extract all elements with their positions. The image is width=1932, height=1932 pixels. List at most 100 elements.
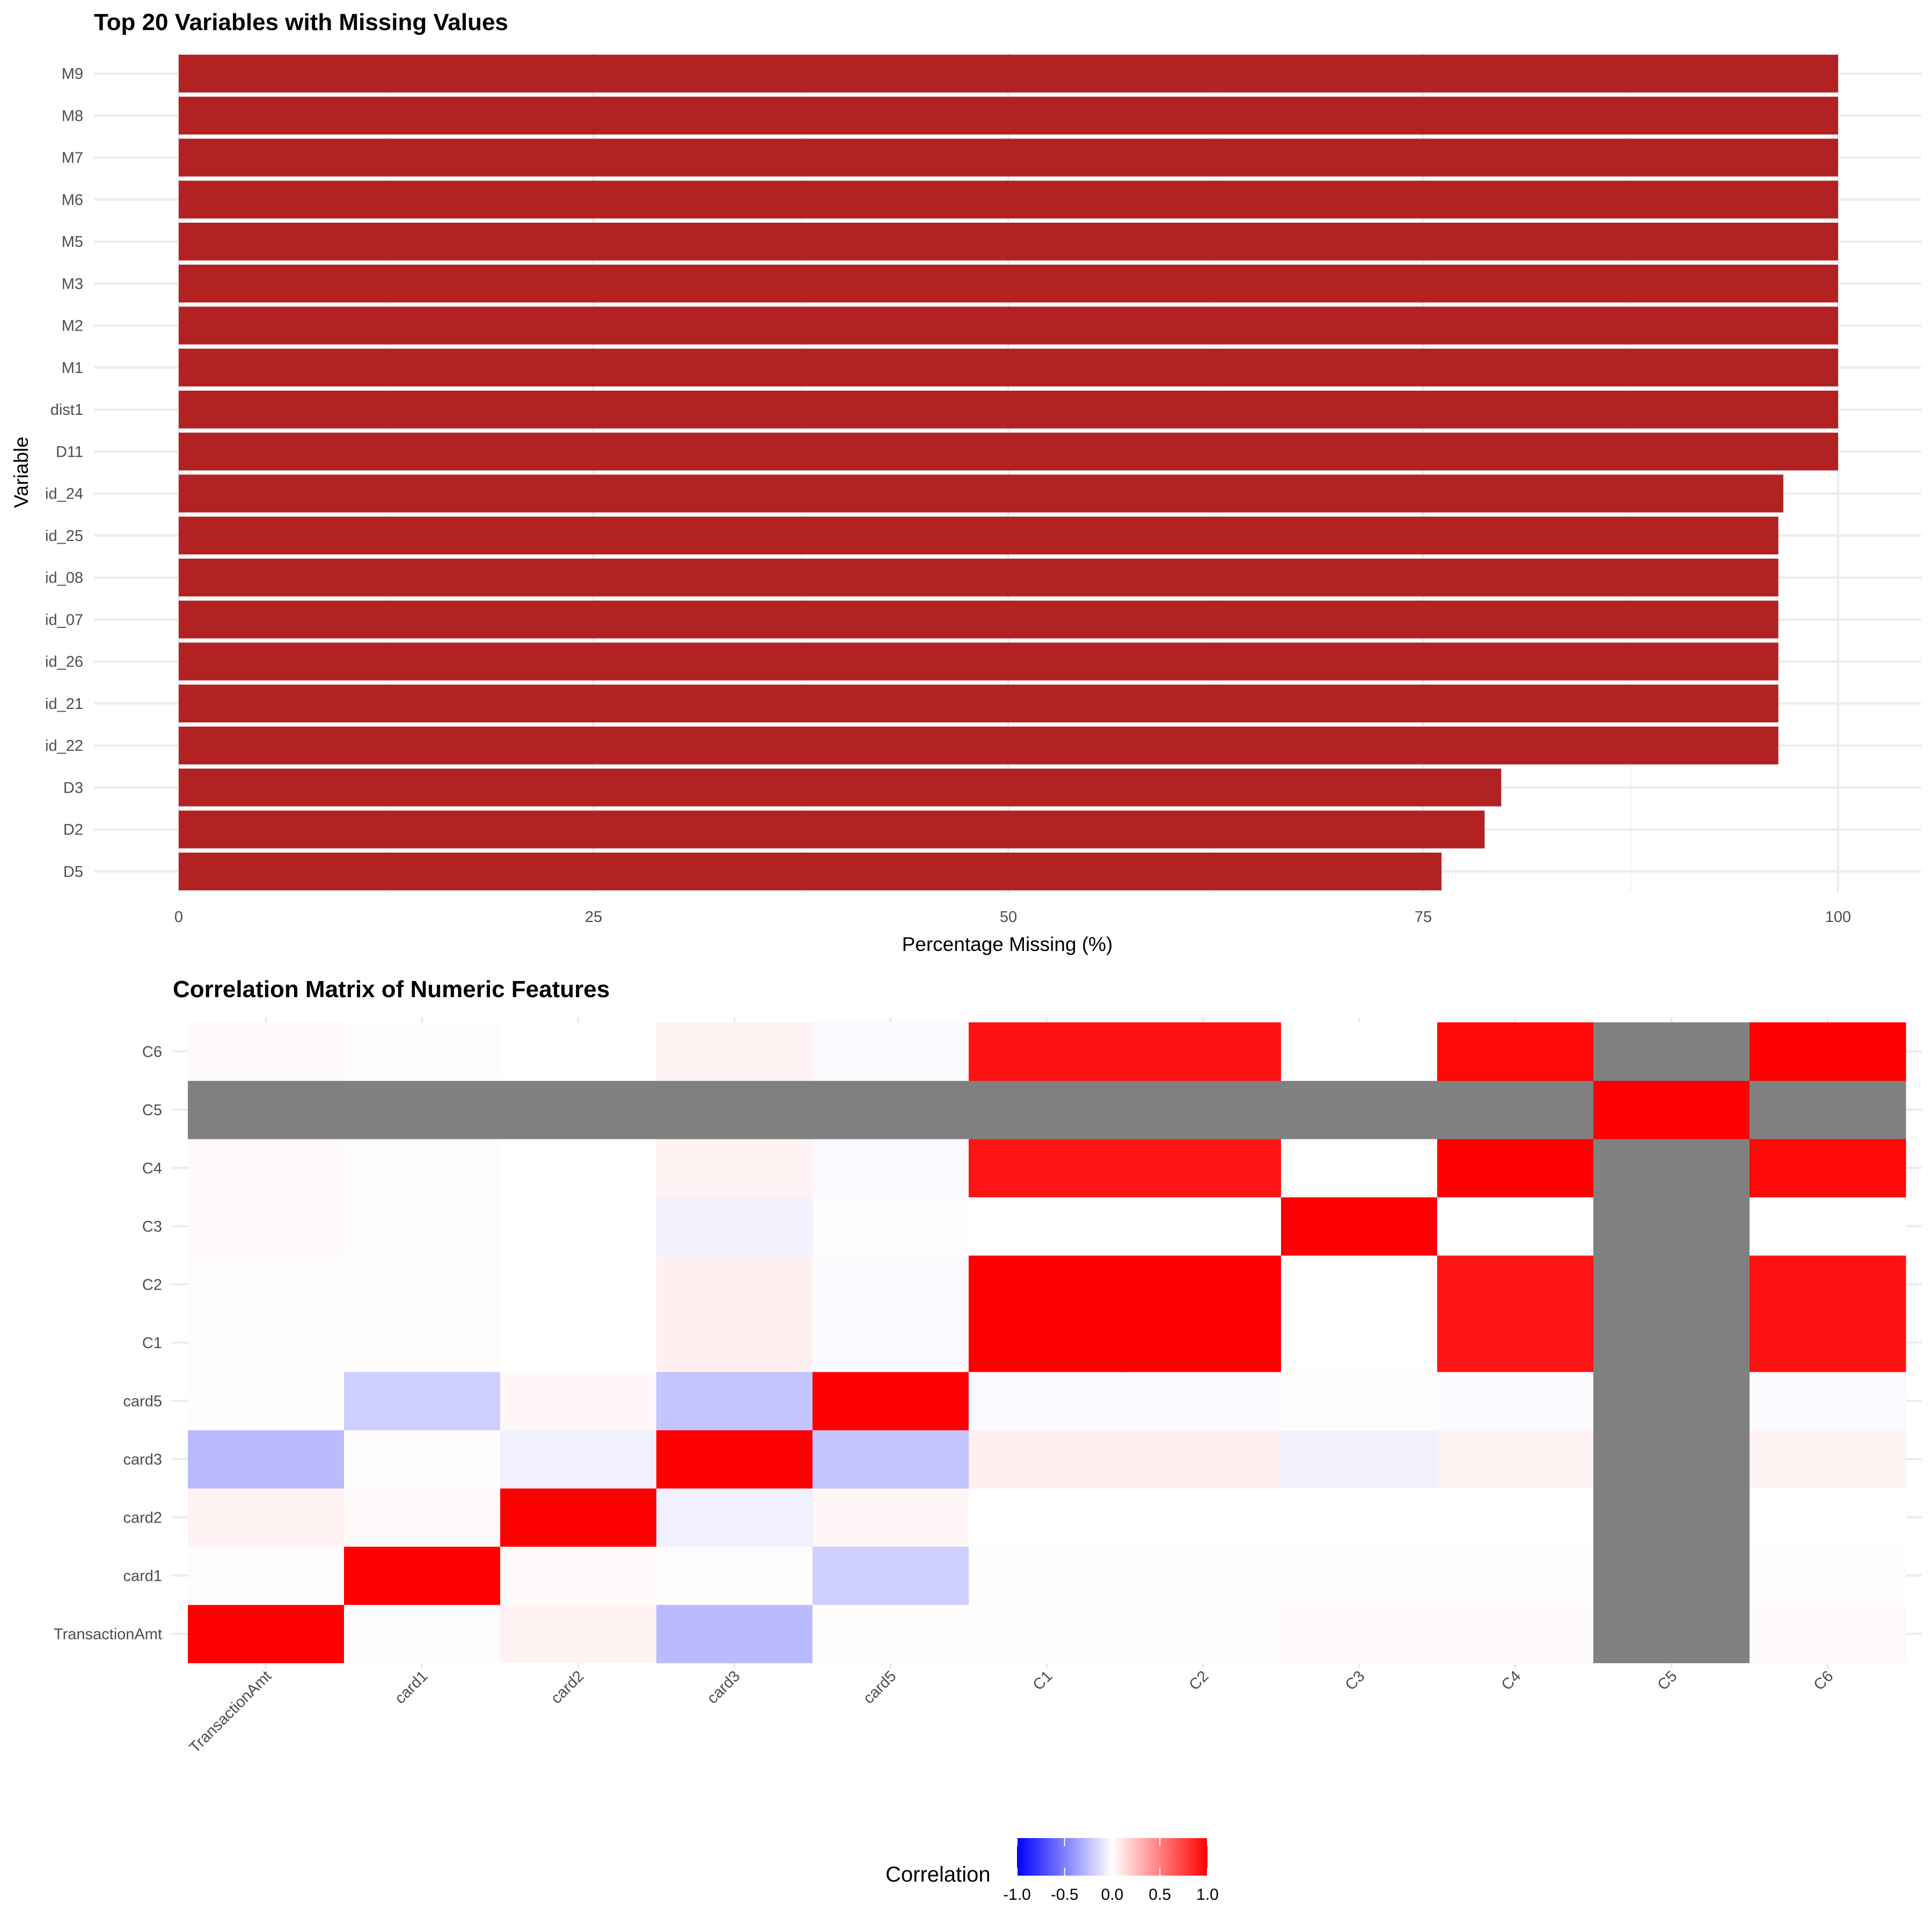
heatmap-cells bbox=[188, 1022, 1906, 1664]
heat-cell-card3-C1 bbox=[969, 1430, 1125, 1489]
heat-cell-C6-card3 bbox=[656, 1022, 813, 1081]
heat-cell-card3-card1 bbox=[344, 1430, 501, 1489]
heat-cell-C5-card5 bbox=[813, 1080, 969, 1139]
heat-cell-card2-TransactionAmt bbox=[188, 1488, 345, 1547]
legend-tick-labels: -1.0 -0.5 0.0 0.5 1.0 bbox=[1003, 1838, 1219, 1904]
bar-id_24 bbox=[179, 474, 1783, 513]
bar-y-tick-M5: M5 bbox=[62, 233, 83, 251]
heat-cell-C2-C2 bbox=[1125, 1255, 1282, 1314]
heat-cell-card3-C3 bbox=[1281, 1430, 1438, 1489]
heat-cell-card1-C5 bbox=[1593, 1546, 1750, 1605]
heat-cell-C3-C4 bbox=[1437, 1197, 1594, 1256]
heat-cell-C3-C6 bbox=[1750, 1197, 1906, 1256]
heat-y-tick-C1: C1 bbox=[142, 1335, 162, 1352]
bar-y-tick-M1: M1 bbox=[62, 360, 83, 377]
heat-cell-C3-card5 bbox=[813, 1197, 969, 1256]
bar-chart-title: Top 20 Variables with Missing Values bbox=[94, 9, 508, 35]
heat-cell-card5-C6 bbox=[1750, 1372, 1906, 1431]
heat-y-tick-card5: card5 bbox=[123, 1393, 162, 1410]
heat-y-tick-C4: C4 bbox=[142, 1160, 162, 1177]
bar-y-tick-M3: M3 bbox=[62, 275, 83, 292]
heat-cell-card3-C5 bbox=[1593, 1430, 1750, 1489]
heat-cell-card3-C6 bbox=[1750, 1430, 1906, 1489]
bar-x-tick-25: 25 bbox=[585, 909, 602, 926]
heat-cell-TransactionAmt-C1 bbox=[969, 1605, 1125, 1664]
bar-y-tick-id_21: id_21 bbox=[45, 696, 83, 713]
heat-cell-C1-C5 bbox=[1593, 1313, 1750, 1372]
legend-tick--0.5: -0.5 bbox=[1051, 1886, 1079, 1904]
bar-y-tick-id_07: id_07 bbox=[45, 611, 83, 628]
heat-cell-C4-C3 bbox=[1281, 1139, 1438, 1198]
heat-cell-card5-card2 bbox=[500, 1372, 657, 1431]
legend-title: Correlation bbox=[885, 1863, 991, 1886]
bar-M2 bbox=[179, 306, 1838, 345]
missing-values-bar-chart: Top 20 Variables with Missing Values M9M… bbox=[10, 9, 1921, 955]
heat-cell-card2-card1 bbox=[344, 1488, 501, 1547]
heat-cell-card2-card2 bbox=[500, 1488, 657, 1547]
bar-dist1 bbox=[179, 390, 1838, 429]
bar-y-tick-id_25: id_25 bbox=[45, 528, 83, 545]
heat-cell-card5-card1 bbox=[344, 1372, 501, 1431]
bar-chart-x-tick-labels: 0 25 50 75 100 bbox=[174, 909, 1851, 926]
heat-cell-TransactionAmt-C6 bbox=[1750, 1605, 1906, 1664]
heat-cell-card1-C4 bbox=[1437, 1546, 1594, 1605]
heat-cell-card3-C4 bbox=[1437, 1430, 1594, 1489]
bar-chart-x-axis-title: Percentage Missing (%) bbox=[902, 933, 1113, 955]
heat-cell-card5-C2 bbox=[1125, 1372, 1282, 1431]
heat-cell-C1-C2 bbox=[1125, 1313, 1282, 1372]
heat-cell-card1-card3 bbox=[656, 1546, 813, 1605]
heatmap-y-tick-labels: TransactionAmt card1 card2 card3 card5 C1 C2 C3… bbox=[54, 1043, 162, 1643]
heat-cell-TransactionAmt-C4 bbox=[1437, 1605, 1594, 1664]
heat-cell-C2-card5 bbox=[813, 1255, 969, 1314]
heat-cell-C2-card1 bbox=[344, 1255, 501, 1314]
heat-cell-C4-card1 bbox=[344, 1139, 501, 1198]
heat-cell-card3-card2 bbox=[500, 1430, 657, 1489]
bar-y-tick-M8: M8 bbox=[62, 107, 83, 125]
bar-chart-bars bbox=[179, 54, 1838, 891]
heat-cell-card3-C2 bbox=[1125, 1430, 1282, 1489]
heat-cell-card2-C1 bbox=[969, 1488, 1125, 1547]
bar-M6 bbox=[179, 180, 1838, 219]
heat-cell-TransactionAmt-card5 bbox=[813, 1605, 969, 1664]
bar-id_25 bbox=[179, 516, 1779, 555]
heat-cell-C5-C3 bbox=[1281, 1080, 1438, 1139]
heat-cell-C6-TransactionAmt bbox=[188, 1022, 345, 1081]
heat-cell-card3-card3 bbox=[656, 1430, 813, 1489]
heat-cell-TransactionAmt-TransactionAmt bbox=[188, 1605, 345, 1664]
heat-cell-card5-card5 bbox=[813, 1372, 969, 1431]
bar-id_07 bbox=[179, 601, 1779, 639]
heat-cell-C5-C4 bbox=[1437, 1080, 1594, 1139]
bar-y-tick-D2: D2 bbox=[63, 822, 83, 839]
heat-cell-C2-card3 bbox=[656, 1255, 813, 1314]
heat-y-tick-C6: C6 bbox=[142, 1043, 162, 1060]
heat-cell-C2-C3 bbox=[1281, 1255, 1438, 1314]
bar-y-tick-M7: M7 bbox=[62, 150, 83, 167]
bar-y-tick-M6: M6 bbox=[62, 192, 83, 209]
heat-cell-C5-C5 bbox=[1593, 1080, 1750, 1139]
heat-cell-C1-C3 bbox=[1281, 1313, 1438, 1372]
heat-cell-C2-C4 bbox=[1437, 1255, 1594, 1314]
heat-cell-C2-C1 bbox=[969, 1255, 1125, 1314]
heat-cell-C4-card2 bbox=[500, 1139, 657, 1198]
heat-cell-card5-C4 bbox=[1437, 1372, 1594, 1431]
bar-id_26 bbox=[179, 642, 1779, 680]
heat-cell-C3-C2 bbox=[1125, 1197, 1282, 1256]
heat-cell-C6-C2 bbox=[1125, 1022, 1282, 1081]
bar-M5 bbox=[179, 222, 1838, 261]
heat-cell-C2-TransactionAmt bbox=[188, 1255, 345, 1314]
correlation-heatmap: Correlation Matrix of Numeric Features T… bbox=[54, 976, 1922, 1757]
heat-cell-C5-card1 bbox=[344, 1080, 501, 1139]
legend-tick-0.5: 0.5 bbox=[1148, 1886, 1171, 1904]
heat-cell-TransactionAmt-C3 bbox=[1281, 1605, 1438, 1664]
legend-tick-0.0: 0.0 bbox=[1101, 1886, 1124, 1904]
heat-cell-C4-TransactionAmt bbox=[188, 1139, 345, 1198]
heat-cell-C3-C1 bbox=[969, 1197, 1125, 1256]
heat-cell-C1-card5 bbox=[813, 1313, 969, 1372]
legend-tick--1.0: -1.0 bbox=[1003, 1886, 1031, 1904]
heat-cell-C6-card5 bbox=[813, 1022, 969, 1081]
heat-cell-C2-C6 bbox=[1750, 1255, 1906, 1314]
bar-M3 bbox=[179, 265, 1838, 303]
bar-y-tick-D5: D5 bbox=[63, 863, 83, 881]
heat-cell-card1-card1 bbox=[344, 1546, 501, 1605]
heat-cell-card2-C2 bbox=[1125, 1488, 1282, 1547]
